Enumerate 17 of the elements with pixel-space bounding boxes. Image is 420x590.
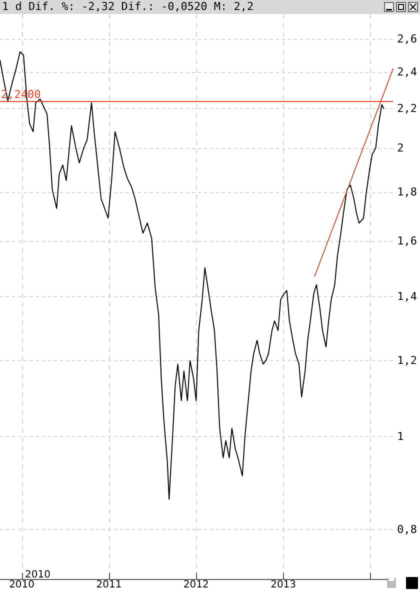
chart-title: 1 d Dif. %: -2,32 Dif.: -0,0520 M: 2,2 [2,0,254,13]
y-tick-label: 2,4 [397,66,418,79]
line-series [0,51,384,500]
y-tick-label: 1,8 [397,185,418,198]
x-tick-label: 2013 [270,580,296,590]
y-tick-label: 1,2 [397,354,418,368]
y-tick-label: 0,8 [397,522,418,536]
y-tick-label: 2,2 [397,102,418,115]
y-tick-label: 1,4 [397,290,418,303]
y-tick-label: 2 [397,142,404,155]
y-tick-label: 2,6 [397,32,418,46]
x-tick-label: 2012 [183,580,209,590]
x-tick-label: 2011 [96,580,122,590]
y-tick-label: 1,6 [397,234,418,248]
annotation: 2010 [25,570,50,580]
y-tick-label: 1 [397,430,404,443]
x-tick-label: 2010 [9,580,35,590]
